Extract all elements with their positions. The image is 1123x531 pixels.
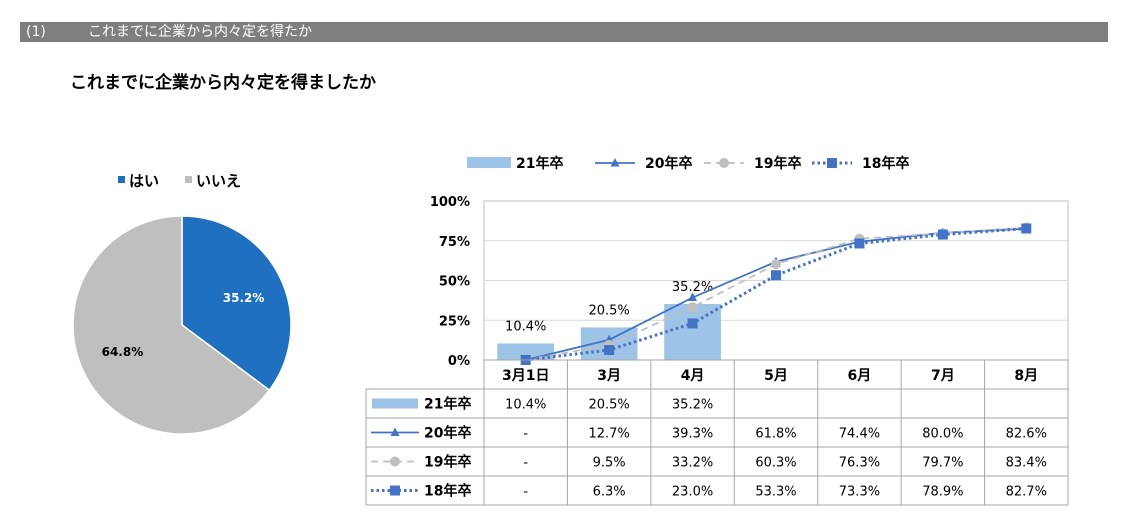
table-cell: 78.9% [922, 485, 963, 500]
pie-label-yes: 35.2% [223, 291, 265, 305]
table-cell: 23.0% [672, 485, 713, 500]
table-cell: - [523, 485, 528, 500]
marker-18 [687, 318, 698, 329]
legend-marker-20 [610, 158, 620, 167]
table-cell: 53.3% [755, 485, 796, 500]
table-key-marker [390, 427, 400, 436]
table-row-label: 20年卒 [424, 425, 471, 442]
y-tick-label: 75% [439, 235, 470, 250]
section-title: これまでに企業から内々定を得たか [88, 24, 312, 40]
pie-legend-yes: はい [129, 172, 159, 190]
pie-slice-no [72, 215, 271, 435]
section-header-bar: (1) これまでに企業から内々定を得たか [20, 22, 1108, 42]
y-tick-label: 50% [439, 275, 470, 290]
marker-18 [854, 238, 865, 249]
table-cell: 82.7% [1006, 485, 1047, 500]
legend-marker-19 [719, 158, 729, 168]
category-label: 7月 [931, 368, 955, 384]
table-cell: 61.8% [755, 427, 796, 442]
y-tick-label: 25% [439, 314, 470, 329]
legend-swatch-21 [467, 157, 511, 168]
marker-18 [1021, 223, 1032, 234]
pie-label-no: 64.8% [102, 345, 144, 359]
category-label: 8月 [1014, 368, 1038, 384]
marker-18 [937, 229, 948, 240]
table-cell: 82.6% [1006, 427, 1047, 442]
category-label: 4月 [681, 368, 705, 384]
table-cell: 35.2% [672, 398, 713, 413]
pie-legend-swatch-yes [118, 176, 125, 183]
pie-slice-yes [181, 215, 292, 392]
marker-18 [771, 270, 781, 281]
category-label: 6月 [848, 368, 872, 384]
table-cell: 6.3% [593, 485, 626, 500]
table-row-label: 18年卒 [424, 483, 471, 500]
table-cell: - [523, 427, 528, 442]
table-row-label: 21年卒 [424, 396, 471, 413]
legend-label-20: 20年卒 [645, 155, 692, 172]
category-label: 3月 [597, 368, 621, 384]
table-cell: 83.4% [1006, 456, 1047, 471]
y-tick-label: 100% [430, 195, 470, 210]
bar-data-label: 10.4% [505, 319, 546, 334]
legend-label-21: 21年卒 [516, 155, 563, 172]
category-label: 5月 [764, 368, 788, 384]
table-key-21 [372, 398, 418, 409]
table-cell: 39.3% [672, 427, 713, 442]
y-tick-label: 0% [448, 354, 470, 369]
table-cell: - [523, 456, 528, 471]
table-cell: 74.4% [839, 427, 880, 442]
legend-label-19: 19年卒 [754, 155, 801, 172]
bar-data-label: 35.2% [672, 280, 713, 295]
table-cell: 20.5% [588, 398, 629, 413]
table-key-marker [390, 485, 400, 496]
pie-legend-no: いいえ [196, 172, 241, 190]
table-cell: 76.3% [839, 456, 880, 471]
table-row-label: 19年卒 [424, 454, 471, 471]
category-label: 3月1日 [502, 368, 549, 384]
section-number: (1) [26, 24, 46, 40]
table-key-marker [390, 456, 400, 467]
marker-19 [771, 259, 781, 270]
legend-marker-18 [827, 158, 837, 168]
table-cell: 80.0% [922, 427, 963, 442]
table-cell: 79.7% [922, 456, 963, 471]
chart-subtitle: これまでに企業から内々定を得ましたか [70, 73, 376, 93]
marker-19 [687, 302, 698, 313]
marker-20 [688, 292, 698, 302]
legend-label-18: 18年卒 [862, 155, 909, 172]
table-cell: 33.2% [672, 456, 713, 471]
marker-18 [604, 344, 615, 355]
pie-legend-swatch-no [185, 176, 192, 183]
bar-data-label: 20.5% [588, 303, 629, 318]
table-cell: 12.7% [588, 427, 629, 442]
table-cell: 10.4% [505, 398, 546, 413]
table-cell: 73.3% [839, 485, 880, 500]
table-cell: 9.5% [593, 456, 626, 471]
table-cell: 60.3% [755, 456, 796, 471]
